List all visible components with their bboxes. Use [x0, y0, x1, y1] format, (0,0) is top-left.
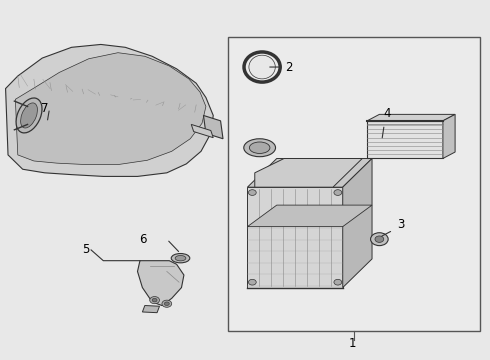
Circle shape [334, 279, 342, 285]
Circle shape [375, 236, 384, 242]
Text: 1: 1 [349, 337, 356, 350]
Ellipse shape [244, 139, 275, 157]
Ellipse shape [21, 103, 37, 128]
Polygon shape [247, 158, 372, 187]
Text: 2: 2 [285, 60, 293, 73]
Polygon shape [15, 53, 206, 165]
Ellipse shape [16, 98, 42, 133]
Ellipse shape [249, 142, 270, 153]
Ellipse shape [249, 55, 275, 79]
Polygon shape [367, 114, 455, 121]
Text: 4: 4 [383, 107, 391, 120]
Text: 3: 3 [398, 218, 405, 231]
Circle shape [334, 190, 342, 195]
Polygon shape [191, 125, 213, 138]
Ellipse shape [171, 253, 190, 263]
Text: 7: 7 [41, 102, 49, 115]
Polygon shape [247, 187, 343, 288]
Polygon shape [343, 158, 372, 288]
Polygon shape [138, 261, 184, 306]
Polygon shape [255, 158, 362, 187]
Circle shape [370, 233, 388, 246]
Polygon shape [143, 306, 159, 313]
Circle shape [152, 298, 157, 302]
Circle shape [162, 300, 172, 307]
Bar [367, 121, 443, 158]
Text: 5: 5 [82, 243, 90, 256]
Polygon shape [443, 114, 455, 158]
Polygon shape [5, 44, 213, 176]
Text: 6: 6 [139, 233, 146, 246]
Polygon shape [247, 205, 372, 226]
Circle shape [248, 279, 256, 285]
Circle shape [248, 190, 256, 195]
Bar [228, 37, 480, 330]
Ellipse shape [175, 256, 186, 261]
Circle shape [164, 302, 169, 306]
Circle shape [150, 297, 159, 304]
Polygon shape [203, 116, 223, 139]
